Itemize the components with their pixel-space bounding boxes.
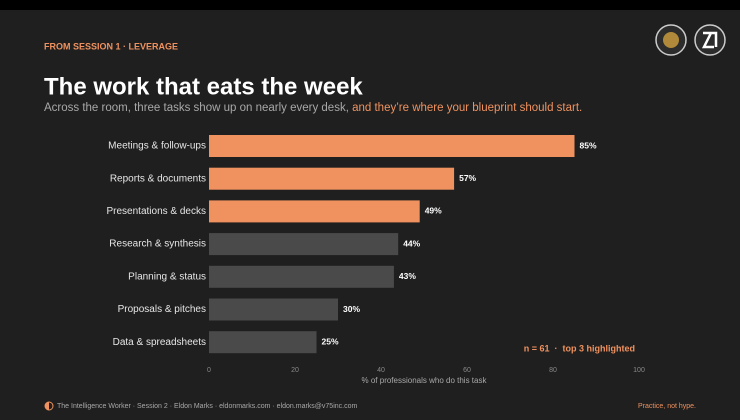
x-tick-label: 0 (207, 367, 211, 374)
logos (655, 24, 726, 56)
x-tick-label: 40 (377, 367, 385, 374)
footer-right: Practice, not hype. (638, 403, 696, 410)
bar (209, 167, 455, 190)
subtitle-highlight: and they’re where your blueprint should … (352, 102, 582, 114)
category-label: Planning & status (128, 271, 206, 282)
subtitle: Across the room, three tasks show up on … (44, 102, 582, 114)
chart-title: The work that eats the week (44, 73, 363, 100)
x-tick-label: 60 (463, 367, 471, 374)
value-label: 49% (425, 206, 442, 216)
value-label: 43% (399, 271, 416, 281)
logo-badge-mark (701, 31, 718, 49)
category-label: Reports & documents (110, 173, 206, 184)
x-tick-label: 80 (549, 367, 557, 374)
annotation: n = 61 · top 3 highlighted (524, 343, 635, 353)
value-label: 85% (580, 140, 597, 150)
bar (209, 135, 575, 157)
category-label: Data & spreadsheets (113, 337, 206, 348)
value-label: 30% (343, 304, 360, 314)
category-label: Proposals & pitches (118, 304, 206, 315)
bar (209, 265, 394, 288)
x-axis-label: % of professionals who do this task (362, 376, 488, 385)
bar (209, 200, 420, 223)
category-label: Presentations & decks (107, 206, 207, 217)
category-label: Meetings & follow-ups (108, 141, 206, 152)
category-label: Research & synthesis (109, 239, 206, 250)
footer-left: The Intelligence Worker · Session 2 · El… (57, 403, 357, 410)
footer-icon (45, 402, 49, 410)
bar (209, 331, 317, 354)
bar (209, 233, 399, 256)
x-tick-label: 100 (633, 367, 645, 374)
value-label: 57% (459, 173, 476, 183)
logo-seal-center (663, 32, 679, 48)
value-label: 25% (322, 336, 339, 346)
value-label: 44% (403, 238, 420, 248)
x-tick-label: 20 (291, 367, 299, 374)
eyebrow: FROM SESSION 1 · LEVERAGE (44, 41, 178, 51)
bar (209, 298, 338, 321)
footer-icon-ring (44, 401, 54, 411)
logo-badge (694, 24, 726, 56)
subtitle-text: Across the room, three tasks show up on … (44, 102, 352, 114)
